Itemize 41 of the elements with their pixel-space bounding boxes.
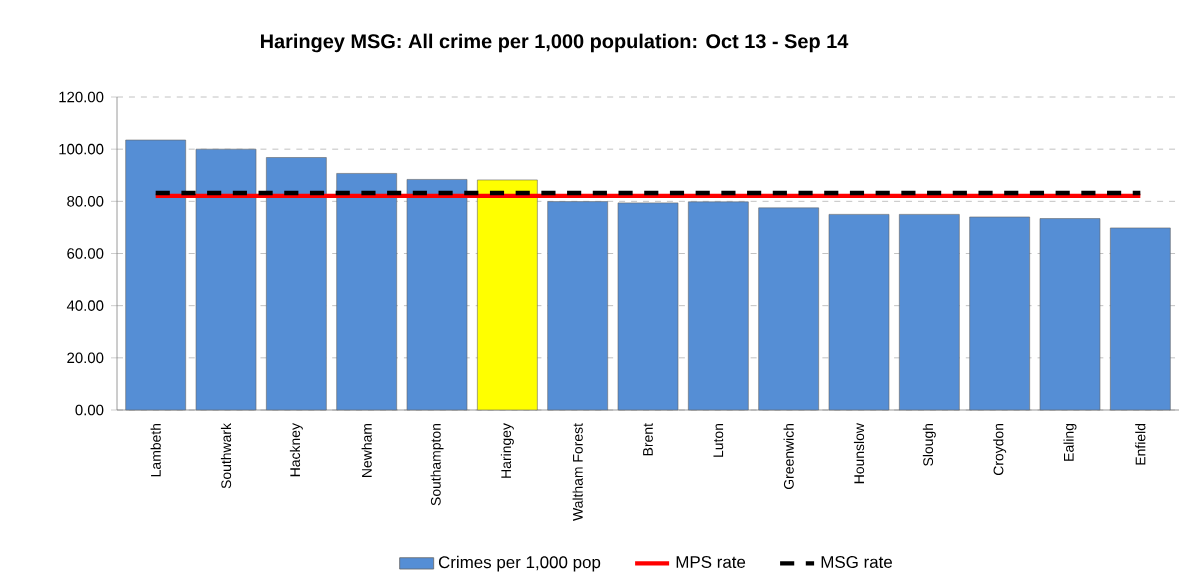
bar <box>477 179 538 411</box>
bar <box>266 157 327 411</box>
bar <box>406 179 468 411</box>
legend-label: MPS rate <box>676 555 746 568</box>
x-tick-label: Hackney <box>289 423 303 477</box>
x-tick-label: Hounslow <box>853 423 865 484</box>
y-tick-label: 20.00 <box>67 352 104 364</box>
x-tick-label: Brent <box>643 423 653 456</box>
bar <box>336 173 397 411</box>
x-tick-label: Newham <box>361 423 372 477</box>
x-tick-label: Slough <box>922 423 936 466</box>
bar <box>758 207 819 411</box>
y-tick-label: 100.00 <box>59 143 104 155</box>
x-tick-label: Southwark <box>220 423 232 489</box>
chart-title: Haringey MSG: All crime per 1,000 population: Oct 13 - Sep 14 <box>261 33 849 53</box>
bar <box>688 201 749 411</box>
x-tick-label: Luton <box>713 423 724 457</box>
y-tick-label: 40.00 <box>66 300 104 311</box>
x-tick-label: Croydon <box>993 423 1007 476</box>
x-tick-label: Enfield <box>1135 423 1146 465</box>
bar <box>1039 218 1101 411</box>
legend-label: MSG rate <box>821 555 892 568</box>
bar <box>899 214 960 411</box>
y-tick-label: 120.00 <box>59 91 104 103</box>
y-tick-label: 60.00 <box>67 248 104 259</box>
x-tick-label: Waltham Forest <box>572 423 583 521</box>
bar <box>828 214 890 411</box>
x-tick-label: Southampton <box>430 423 444 506</box>
y-tick-label: 0.00 <box>75 404 104 416</box>
bar <box>1110 227 1171 411</box>
bar <box>195 148 257 411</box>
x-tick-label: Greenwich <box>783 423 794 490</box>
legend-label: Crimes per 1,000 pop <box>438 555 601 572</box>
bar <box>617 202 679 411</box>
bar <box>969 216 1030 411</box>
x-tick-label: Ealing <box>1063 423 1077 461</box>
x-tick-label: Lambeth <box>150 423 161 477</box>
y-tick-label: 80.00 <box>67 196 104 207</box>
x-tick-label: Haringey <box>500 423 514 478</box>
bar <box>125 139 186 411</box>
bar <box>547 201 608 411</box>
